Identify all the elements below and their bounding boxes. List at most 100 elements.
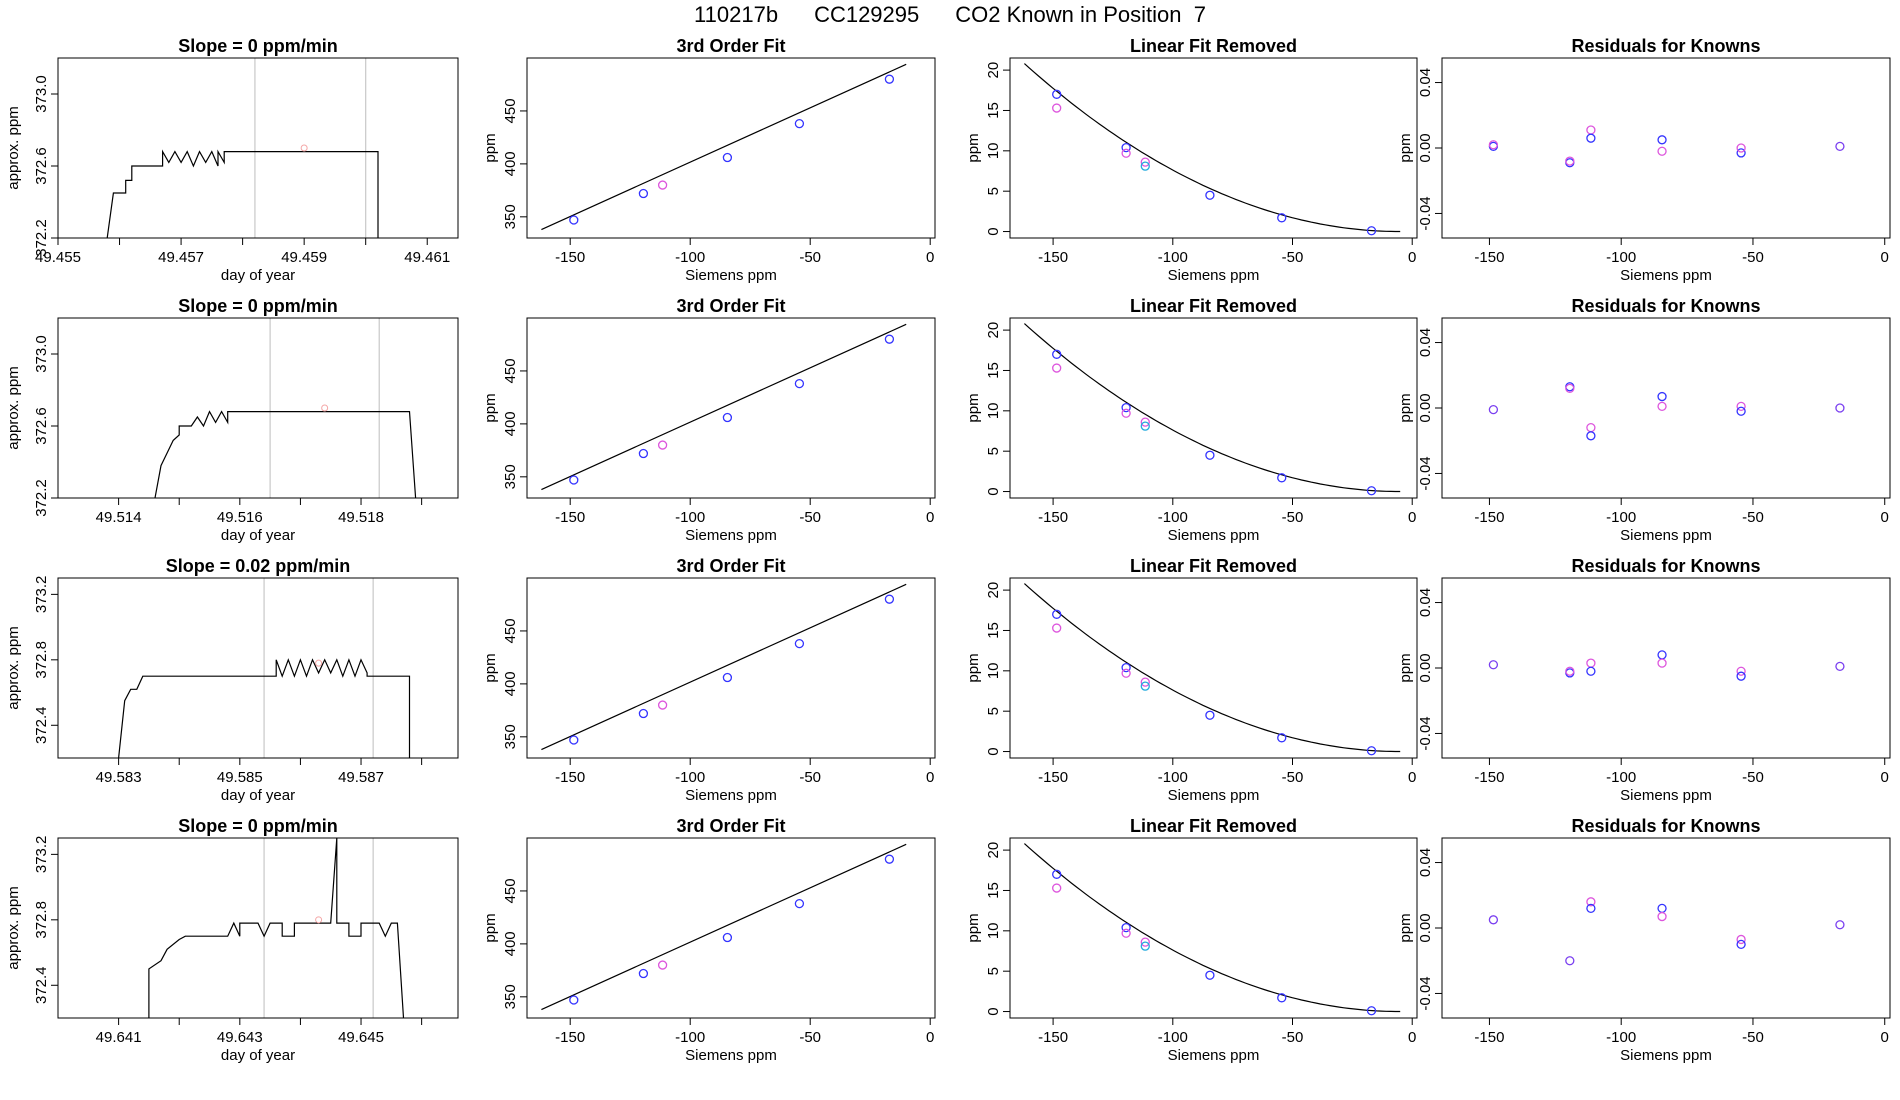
panel-title: Linear Fit Removed (1130, 816, 1297, 836)
x-tick-label: -150 (1474, 1029, 1504, 1046)
figure-description: CO2 Known in Position 7 (955, 2, 1206, 27)
x-tick-label: -100 (675, 249, 705, 266)
x-tick-label: -150 (1474, 249, 1504, 266)
panel-title: 3rd Order Fit (676, 296, 785, 316)
y-tick-label: 15 (985, 622, 1002, 639)
panel-3-4: Linear Fit Removed -150 -100 -50 0 Siemens pp… (965, 816, 1418, 1064)
data-point (1052, 883, 1062, 893)
data-point (1052, 869, 1062, 879)
tank-id: CC129295 (814, 2, 920, 27)
x-tick-label: 0 (1408, 769, 1416, 786)
data-point (1586, 658, 1596, 668)
panel-data (1488, 125, 1845, 168)
y-axis-label: ppm (1397, 133, 1414, 162)
y-tick-label: 0.00 (1417, 653, 1434, 682)
x-tick-label: -150 (1038, 509, 1068, 526)
x-tick-label: -50 (799, 509, 821, 526)
data-point (569, 215, 579, 225)
x-tick-label: -100 (675, 1029, 705, 1046)
y-tick-label: 0.00 (1417, 913, 1434, 942)
y-tick-label: 372.4 (33, 966, 50, 1004)
y-tick-label: 450 (502, 98, 519, 123)
x-tick-label: -100 (1606, 509, 1636, 526)
x-tick-label: -150 (555, 769, 585, 786)
x-tick-label: 49.514 (96, 509, 142, 526)
data-point (884, 594, 895, 604)
y-tick-label: 373.0 (33, 335, 50, 373)
x-tick-label: -150 (555, 509, 585, 526)
x-tick-label: -100 (675, 509, 705, 526)
panel-title: Slope = 0 ppm/min (178, 36, 338, 56)
x-tick-label: 49.585 (217, 769, 263, 786)
series-line (154, 410, 417, 498)
mean-point (315, 659, 323, 667)
y-tick-label: 0.00 (1417, 393, 1434, 422)
x-tick-label: -150 (555, 1029, 585, 1046)
x-tick-label: 49.643 (217, 1029, 263, 1046)
x-tick-label: 49.461 (404, 249, 450, 266)
plot-frame (1441, 837, 1891, 1019)
data-point (722, 932, 733, 943)
panel-3-1: Linear Fit Removed -150 -100 -50 0 Siemens pp… (965, 36, 1418, 284)
fit-line (541, 843, 907, 1011)
y-tick-label: 10 (985, 402, 1002, 419)
y-tick-label: 20 (985, 582, 1002, 599)
data-point (1140, 677, 1150, 687)
y-axis-label: ppm (1397, 393, 1414, 422)
x-tick-label: 0 (1881, 1029, 1889, 1046)
data-point (1835, 661, 1845, 672)
panel-title: 3rd Order Fit (676, 816, 785, 836)
fit-curve (1024, 843, 1401, 1013)
x-tick-label: -50 (1282, 249, 1304, 266)
plot-frame (526, 577, 936, 759)
panel-title: Linear Fit Removed (1130, 296, 1297, 316)
y-axis-label: approx. ppm (5, 366, 22, 449)
panel-2-2: 3rd Order Fit -150 -100 -50 0 Siemens ppm 350 4… (482, 296, 936, 544)
data-point (1052, 89, 1062, 99)
data-point (1488, 660, 1499, 670)
panel-2-3: 3rd Order Fit -150 -100 -50 0 Siemens ppm 350 4… (482, 556, 936, 804)
data-point (638, 708, 649, 719)
x-tick-label: -100 (1606, 1029, 1636, 1046)
data-point (1736, 671, 1746, 681)
panel-title: Residuals for Knowns (1571, 556, 1760, 576)
x-tick-label: -100 (1158, 1029, 1188, 1046)
data-point (1657, 135, 1667, 145)
panel-1-4: Slope = 0 ppm/min 49.641 49.643 49.645 day o… (5, 816, 459, 1064)
y-tick-label: 15 (985, 882, 1002, 899)
data-point (1140, 937, 1150, 947)
data-point (1488, 915, 1499, 925)
x-tick-label: -150 (1038, 249, 1068, 266)
x-tick-label: -150 (1474, 509, 1504, 526)
y-tick-label: 10 (985, 142, 1002, 159)
data-point (1488, 404, 1499, 415)
data-point (1052, 349, 1062, 359)
x-axis-label: Siemens ppm (1620, 267, 1712, 284)
y-tick-label: 373.0 (33, 75, 50, 113)
x-axis-label: Siemens ppm (685, 267, 777, 284)
data-point (569, 475, 579, 485)
data-point (884, 74, 895, 84)
mean-point (300, 144, 308, 152)
plot-frame (1009, 577, 1418, 759)
y-axis-label: ppm (965, 653, 982, 682)
x-tick-label: 49.518 (338, 509, 384, 526)
data-point (1736, 939, 1746, 950)
y-tick-label: 450 (502, 618, 519, 643)
series-line (148, 838, 405, 1018)
x-axis-label: day of year (221, 1047, 295, 1064)
data-point (1121, 402, 1131, 413)
plot-frame (1441, 577, 1891, 759)
data-point (569, 995, 579, 1005)
data-point (1736, 666, 1746, 676)
plot-frame (57, 57, 459, 239)
y-tick-label: 15 (985, 362, 1002, 379)
data-point (1140, 417, 1150, 427)
x-tick-label: 49.516 (217, 509, 263, 526)
data-point (1736, 406, 1746, 416)
data-point (1835, 920, 1845, 930)
panel-4-4: Residuals for Knowns -150 -100 -50 0 Siemens … (1397, 816, 1891, 1064)
data-point (1657, 391, 1667, 402)
y-tick-label: 372.2 (33, 219, 50, 257)
